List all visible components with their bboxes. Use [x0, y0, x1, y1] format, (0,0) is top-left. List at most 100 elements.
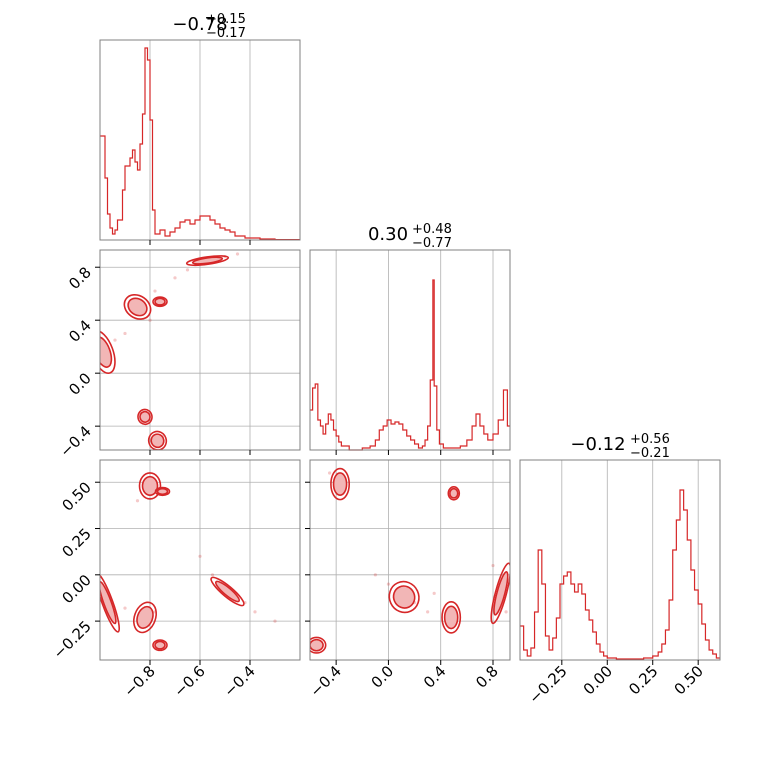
x-tick-label: 0.8 — [472, 662, 502, 692]
contour-inner — [392, 585, 416, 609]
y-tick-label: 0.50 — [58, 478, 94, 514]
contour-outer — [152, 296, 168, 308]
x-tick-label: −0.6 — [170, 662, 208, 700]
panel-content — [310, 467, 510, 654]
y-tick-label: 0.00 — [58, 571, 94, 607]
contour-inner — [154, 640, 166, 650]
y-tick-label: 0.0 — [65, 369, 95, 399]
panel-1-1 — [309, 249, 511, 451]
title-param-2-sup: +0.56 — [630, 432, 670, 447]
contour-outer — [100, 329, 116, 375]
contour-outer — [330, 467, 351, 501]
axes-frame — [309, 459, 511, 661]
contour-inner — [150, 433, 165, 449]
panel-0-0 — [99, 39, 301, 241]
contour-inner — [100, 336, 113, 368]
sample-point — [123, 606, 127, 610]
panel-1-0 — [99, 249, 301, 451]
sample-point — [210, 573, 215, 577]
contour-outer — [152, 639, 168, 652]
contour-inner — [443, 605, 459, 630]
sample-point — [135, 499, 140, 503]
x-tick-label: 0.50 — [671, 662, 707, 698]
contour-outer — [100, 572, 121, 633]
sample-point — [173, 276, 177, 280]
sample-point — [235, 252, 240, 256]
contour-outer — [147, 430, 168, 450]
title-param-0: −0.78 — [172, 14, 227, 35]
sample-point — [504, 610, 508, 614]
histogram-step — [100, 47, 300, 241]
contour-inner — [154, 297, 166, 306]
x-tick-label: 0.25 — [625, 662, 661, 698]
contour-outer — [138, 472, 162, 500]
contour-inner — [139, 410, 151, 423]
axes-frame — [309, 249, 511, 451]
sample-point — [426, 610, 430, 614]
contour-outer — [132, 601, 158, 634]
sample-point — [373, 573, 377, 577]
y-tick-label: −0.4 — [56, 422, 94, 460]
contour-inner — [127, 297, 148, 317]
x-tick-label: −0.4 — [306, 662, 344, 700]
x-tick-label: 0.0 — [368, 662, 398, 692]
x-tick-label: 0.4 — [420, 662, 450, 692]
title-param-2-sub: −0.21 — [630, 446, 670, 461]
contour-inner — [141, 475, 159, 496]
panel-2-1 — [309, 459, 511, 661]
contour-outer — [137, 408, 153, 426]
title-param-0-sub: −0.17 — [206, 26, 246, 41]
contour-outer — [154, 486, 171, 497]
sample-point — [253, 610, 257, 614]
histogram-step — [520, 489, 720, 660]
contour-outer — [185, 255, 230, 267]
contour-outer — [123, 294, 152, 320]
contour-outer — [310, 636, 327, 654]
contour-outer — [490, 562, 510, 625]
sample-point — [113, 338, 117, 342]
contour-inner — [191, 256, 224, 265]
sample-point — [386, 582, 391, 586]
sample-point — [123, 331, 127, 336]
contour-inner — [493, 571, 509, 616]
title-param-2: −0.12 — [570, 434, 625, 455]
title-param-1-main: 0.30 — [368, 224, 408, 245]
axes-frame — [519, 459, 721, 661]
histogram-step — [310, 279, 510, 451]
x-tick-label: 0.00 — [580, 662, 616, 698]
title-param-2-main: −0.12 — [570, 434, 625, 455]
title-param-0-main: −0.78 — [172, 14, 227, 35]
contour-outer — [210, 576, 245, 607]
title-param-1: 0.30 — [368, 224, 408, 245]
y-tick-label: 0.8 — [65, 263, 95, 293]
contour-inner — [100, 580, 117, 625]
title-param-1-sub: −0.77 — [412, 236, 452, 251]
contour-inner — [136, 605, 154, 629]
sample-point — [273, 619, 277, 623]
contour-inner — [310, 638, 324, 652]
sample-point — [198, 554, 202, 558]
sample-point — [185, 268, 190, 272]
sample-point — [491, 563, 495, 568]
contour-outer — [388, 580, 420, 614]
contour-inner — [449, 487, 459, 499]
y-tick-label: 0.4 — [65, 316, 95, 346]
title-param-1-sup: +0.48 — [412, 222, 452, 237]
contour-inner — [156, 487, 169, 496]
x-tick-label: −0.25 — [525, 662, 570, 707]
sample-point — [153, 289, 157, 293]
panel-2-0 — [99, 459, 301, 661]
contour-inner — [332, 472, 348, 496]
title-param-0-sup: +0.15 — [206, 12, 246, 27]
contour-outer — [447, 486, 461, 501]
contour-inner — [214, 580, 241, 603]
contour-outer — [441, 601, 462, 634]
y-tick-label: −0.25 — [50, 617, 95, 662]
sample-point — [432, 591, 436, 595]
x-tick-label: −0.4 — [220, 662, 258, 700]
sample-point — [148, 318, 152, 322]
x-tick-label: −0.8 — [120, 662, 158, 700]
y-tick-label: 0.25 — [58, 525, 94, 561]
panel-content — [100, 252, 240, 450]
